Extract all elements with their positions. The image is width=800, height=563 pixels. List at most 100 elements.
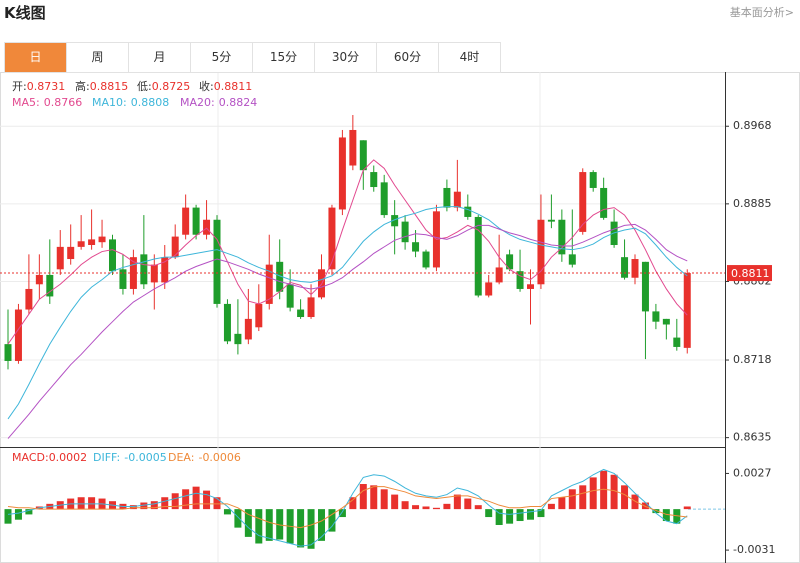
candle-body bbox=[641, 261, 649, 312]
macd-bar bbox=[150, 501, 158, 510]
macd-bar bbox=[527, 509, 534, 520]
candle-body bbox=[485, 282, 493, 296]
macd-bar bbox=[412, 505, 420, 510]
ma-legend-name: MA5: bbox=[12, 96, 40, 109]
y-tick-label: -0.0031 bbox=[733, 543, 775, 556]
candle-body bbox=[631, 259, 639, 278]
macd-legend-value: 0.0002 bbox=[49, 451, 88, 464]
ohlc-stat-label: 低: bbox=[137, 80, 152, 93]
candle-body bbox=[464, 206, 472, 217]
macd-bar bbox=[391, 494, 399, 510]
period-tab[interactable]: 日 bbox=[5, 43, 67, 72]
macd-bar bbox=[25, 509, 33, 515]
candle-body bbox=[495, 267, 503, 283]
candle-body bbox=[412, 242, 420, 252]
candle-body bbox=[77, 241, 85, 247]
candle-body bbox=[140, 254, 148, 285]
candle-body bbox=[537, 219, 545, 285]
macd-bar bbox=[579, 485, 587, 510]
candle-body bbox=[338, 137, 346, 210]
page-title: K线图 bbox=[4, 4, 46, 22]
macd-legend: MACD:0.0002 bbox=[12, 451, 87, 464]
macd-bar bbox=[4, 509, 12, 524]
candle-body bbox=[213, 219, 221, 304]
y-tick-label: 0.8635 bbox=[733, 431, 772, 444]
ma-legend-name: MA10: bbox=[92, 96, 127, 109]
macd-bar bbox=[307, 509, 315, 549]
last-price-label: 0.8811 bbox=[731, 267, 770, 280]
y-tick-label: 0.8718 bbox=[733, 353, 772, 366]
macd-bar bbox=[276, 509, 284, 540]
candle-body bbox=[589, 172, 597, 188]
candle-body bbox=[443, 187, 451, 208]
macd-legend: DIFF: -0.0005 bbox=[93, 451, 167, 464]
macd-bar bbox=[495, 509, 503, 525]
chart-frame bbox=[0, 72, 800, 563]
y-tick-label: 0.8968 bbox=[733, 119, 772, 132]
macd-bar bbox=[453, 494, 461, 510]
macd-bar bbox=[443, 503, 451, 510]
macd-bar bbox=[631, 494, 639, 510]
macd-bar bbox=[203, 490, 211, 510]
macd-bar bbox=[641, 502, 649, 510]
period-tab[interactable]: 15分 bbox=[253, 43, 315, 72]
macd-bar bbox=[589, 477, 597, 510]
candle-body bbox=[46, 274, 54, 297]
ma-line bbox=[7, 206, 688, 420]
macd-bar bbox=[129, 505, 137, 510]
macd-bar bbox=[265, 509, 273, 541]
macd-bar bbox=[318, 509, 325, 541]
macd-legend-value: -0.0005 bbox=[124, 451, 166, 464]
ma-legend-name: MA20: bbox=[180, 96, 215, 109]
macd-legend-name: MACD: bbox=[12, 451, 49, 464]
macd-bar bbox=[547, 503, 555, 510]
ohlc-stat-value: 0.8811 bbox=[214, 80, 253, 93]
ohlc-stat-label: 高: bbox=[75, 79, 90, 93]
period-tabs: 日周月 5分 15分 30分 60分 4时 bbox=[4, 42, 501, 73]
macd-bar bbox=[506, 509, 514, 524]
candle-body bbox=[14, 309, 22, 361]
candle-body bbox=[516, 271, 524, 289]
macd-bar bbox=[610, 474, 618, 510]
macd-legend-name: DIFF: bbox=[93, 451, 120, 464]
macd-bar bbox=[621, 485, 629, 510]
candle-body bbox=[673, 337, 681, 347]
macd-bar bbox=[338, 509, 346, 518]
candle-body bbox=[558, 219, 566, 255]
candle-body bbox=[171, 236, 179, 258]
candle-body bbox=[380, 182, 388, 216]
candle-body bbox=[568, 254, 576, 265]
period-tab[interactable]: 4时 bbox=[439, 43, 501, 72]
candle-body bbox=[265, 264, 273, 304]
macd-bar bbox=[474, 505, 482, 510]
macd-bar bbox=[192, 486, 200, 510]
ohlc-stat-value: 0.8725 bbox=[152, 80, 191, 93]
macd-bar bbox=[88, 497, 96, 510]
macd-bar bbox=[171, 493, 179, 510]
period-tab[interactable]: 60分 bbox=[377, 43, 439, 72]
ma-legend: MA10: 0.8808 bbox=[92, 96, 169, 109]
period-tab[interactable]: 月 bbox=[129, 43, 191, 72]
y-tick-label: 0.0027 bbox=[733, 466, 772, 479]
period-tab[interactable]: 30分 bbox=[315, 43, 377, 72]
macd-bar bbox=[244, 509, 252, 537]
candle-body bbox=[297, 309, 305, 318]
candle-body bbox=[56, 246, 64, 270]
ma-legend-value: 0.8766 bbox=[44, 96, 83, 109]
macd-bar bbox=[14, 509, 22, 520]
macd-bar bbox=[673, 509, 681, 524]
candle-body bbox=[474, 216, 482, 296]
ohlc-stat-value: 0.8815 bbox=[90, 80, 129, 93]
period-tab[interactable]: 5分 bbox=[191, 43, 253, 72]
candle-body bbox=[223, 303, 231, 342]
macd-bar bbox=[600, 470, 608, 510]
macd-bar bbox=[464, 498, 472, 510]
period-tab[interactable]: 周 bbox=[67, 43, 129, 72]
ohlc-stat: 开:0.8731 bbox=[12, 80, 65, 93]
candle-body bbox=[453, 191, 461, 208]
macd-bar bbox=[683, 506, 691, 510]
y-tick-label: 0.8885 bbox=[733, 197, 772, 210]
candle-body bbox=[161, 257, 169, 283]
candle-body bbox=[67, 246, 75, 260]
analysis-link[interactable]: 基本面分析> bbox=[729, 6, 794, 19]
